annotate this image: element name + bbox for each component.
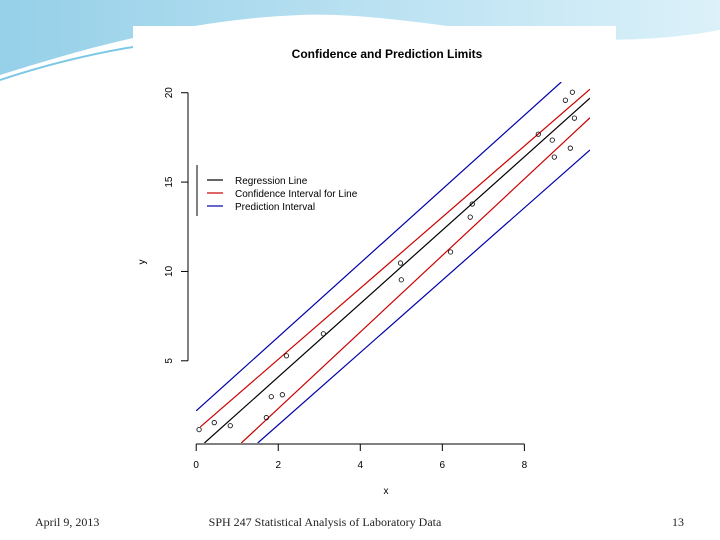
fit-line [257, 149, 590, 443]
footer-course: SPH 247 Statistical Analysis of Laborato… [209, 515, 442, 529]
y-axis-label: y [137, 260, 148, 265]
data-point [397, 260, 404, 266]
data-point [535, 131, 541, 137]
fit-line [199, 88, 590, 428]
x-tick-label: 4 [358, 460, 364, 471]
fit-line [240, 117, 590, 443]
data-point [469, 201, 475, 207]
data-point [263, 415, 269, 421]
x-axis-label: x [384, 486, 389, 497]
x-tick-label: 0 [193, 460, 199, 471]
y-tick-label: 15 [164, 176, 175, 188]
plot-area [195, 82, 590, 443]
y-tick-label: 5 [164, 358, 175, 364]
legend-label: Prediction Interval [235, 202, 315, 213]
data-point [467, 214, 473, 220]
data-point [320, 331, 326, 337]
data-point [227, 423, 233, 429]
footer-date: April 9, 2013 [35, 515, 99, 529]
data-point [196, 426, 202, 433]
data-point [562, 97, 568, 103]
header-swoosh [0, 0, 720, 75]
chart-panel [133, 26, 616, 510]
data-point [549, 137, 555, 143]
data-point [283, 353, 290, 359]
data-point [211, 420, 217, 426]
x-tick-label: 6 [440, 460, 446, 471]
data-point [551, 154, 557, 160]
chart-title: Confidence and Prediction Limits [292, 47, 483, 61]
data-point [571, 115, 578, 121]
y-tick-label: 20 [164, 87, 175, 99]
data-point [447, 249, 454, 255]
data-point [279, 392, 285, 398]
x-tick-label: 2 [275, 460, 281, 471]
data-point [567, 145, 573, 151]
legend-label: Confidence Interval for Line [235, 189, 358, 200]
legend-label: Regression Line [235, 176, 308, 187]
x-tick-label: 8 [522, 460, 528, 471]
data-point [569, 89, 575, 95]
footer-page: 13 [672, 515, 684, 529]
y-tick-label: 10 [164, 265, 175, 277]
data-point [398, 277, 404, 283]
data-point [268, 394, 274, 400]
fit-line [195, 82, 562, 412]
fit-line [204, 97, 590, 443]
